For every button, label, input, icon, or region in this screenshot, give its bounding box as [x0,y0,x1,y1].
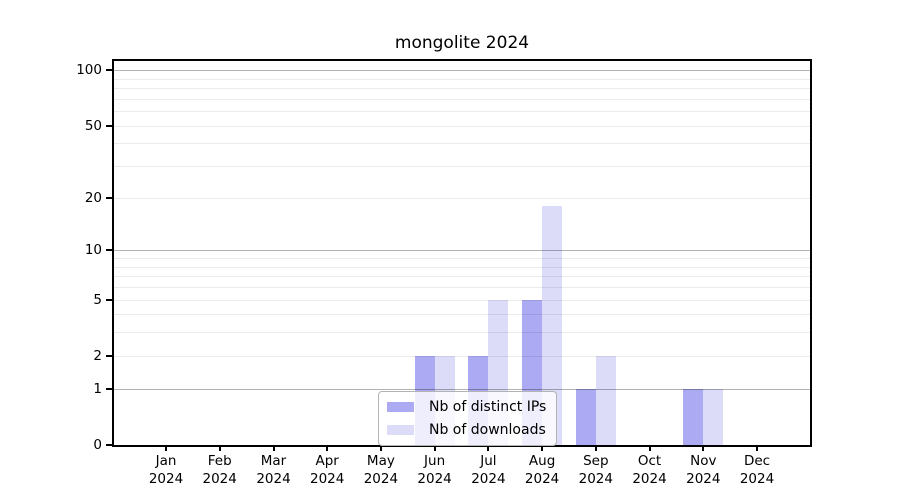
x-tick-month: Jun [424,453,446,469]
gridline-minor [114,276,810,278]
x-tick-label: Jun 2024 [400,452,470,488]
gridline-minor [114,125,810,127]
plot-area: Nb of distinct IPs Nb of downloads [112,59,812,447]
legend-swatch-distinct-ips-icon [387,401,414,412]
x-tick-year: 2024 [524,471,560,487]
x-tick-month: Nov [690,453,717,469]
x-tick-month: Oct [637,453,662,469]
x-tick-year: 2024 [256,471,291,487]
gridline-minor [114,258,810,259]
x-tick-year: 2024 [417,471,452,487]
x-tick-month: Mar [260,453,287,469]
x-tick-month: Apr [315,453,339,469]
x-tick-year: 2024 [739,471,775,487]
legend-label-distinct-ips: Nb of distinct IPs [429,398,547,415]
bar-downloads [595,355,616,445]
y-tick-label: 0 [93,437,102,453]
bar-downloads [542,205,563,445]
x-tick-month: Jan [155,453,177,469]
legend: Nb of distinct IPs Nb of downloads [378,391,558,446]
y-tick-label: 100 [76,62,102,79]
x-tick-label: Mar 2024 [239,452,309,488]
x-tick-year: 2024 [310,471,345,487]
x-tick-month: Jul [480,453,497,469]
x-tick-label: Sep 2024 [561,452,631,488]
x-tick-year: 2024 [148,471,184,487]
y-tick-label: 2 [93,347,102,364]
x-tick-label: Nov 2024 [668,452,738,488]
bar-downloads [703,388,724,445]
x-tick-year: 2024 [363,471,399,487]
legend-item-downloads: Nb of downloads [387,420,546,439]
x-tick-month: Aug [528,453,556,469]
gridline-minor [114,88,810,89]
gridline-minor [114,143,810,145]
y-tick-label: 10 [84,242,102,259]
bar-distinct-ips [575,388,596,445]
gridline-minor [114,98,810,100]
gridline-minor [114,286,810,288]
x-tick-year: 2024 [578,471,613,487]
x-tick-label: Jul 2024 [453,452,523,488]
x-tick-year: 2024 [686,471,721,487]
x-tick-year: 2024 [202,471,237,487]
legend-item-distinct-ips: Nb of distinct IPs [387,397,546,416]
x-tick-month: Dec [743,453,771,469]
gridline-minor [114,355,810,357]
gridline-minor [114,166,810,168]
gridline-minor [114,111,810,113]
y-tick-label: 20 [84,189,102,206]
y-tick-label: 1 [93,380,102,397]
chart-title: mongolite 2024 [394,33,530,53]
x-tick-label: Apr 2024 [292,452,362,488]
bar-distinct-ips [683,388,704,445]
y-tick-label: 5 [93,291,102,308]
gridline-major [114,250,810,252]
gridline-minor [114,197,810,199]
x-tick-label: Aug 2024 [507,452,577,488]
x-tick-month: Feb [207,453,232,469]
x-tick-year: 2024 [632,471,667,487]
gridline-minor [114,299,810,301]
x-tick-month: Sep [583,453,609,469]
gridline-minor [114,314,810,316]
legend-swatch-downloads-icon [387,424,414,435]
x-tick-label: Oct 2024 [615,452,685,488]
legend-label-downloads: Nb of downloads [429,421,546,438]
gridline-minor [114,78,810,80]
x-tick-year: 2024 [471,471,506,487]
x-tick-label: May 2024 [346,452,416,488]
x-tick-label: Dec 2024 [722,452,792,488]
y-tick-label: 50 [84,117,102,134]
gridline-minor [114,266,810,268]
x-tick-month: May [366,453,395,469]
gridline-minor [114,332,810,334]
gridline-major [114,70,810,72]
x-tick-label: Jan 2024 [131,452,201,488]
x-tick-label: Feb 2024 [185,452,255,488]
